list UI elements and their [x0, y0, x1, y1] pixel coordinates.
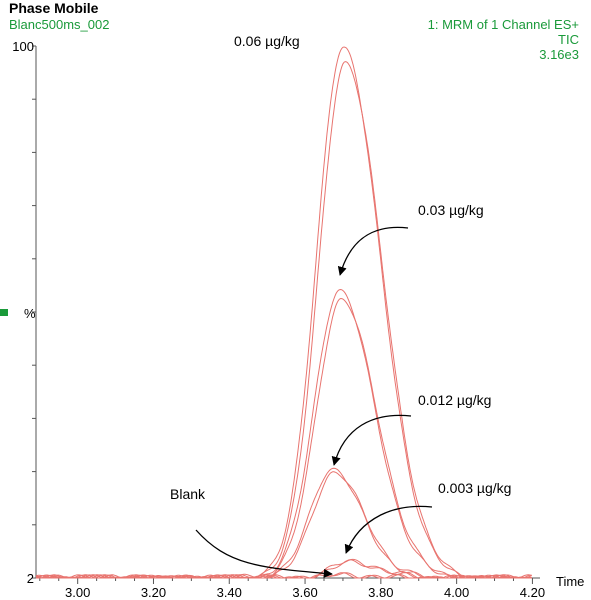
y-tick-label-2: 2: [27, 571, 34, 586]
y-axis-label: %: [24, 306, 36, 321]
arrow-0-03: [337, 226, 409, 276]
page-title: Phase Mobile: [9, 0, 99, 16]
series-line: [36, 61, 532, 579]
arrow-0-012: [331, 414, 412, 466]
traces: [35, 46, 532, 579]
annotation-0-06: 0.06 µg/kg: [234, 33, 300, 49]
x-tick-label: 3.00: [65, 585, 90, 600]
x-tick-label: 3.40: [217, 585, 242, 600]
series-line: [35, 46, 532, 579]
x-ticks: [39, 578, 533, 584]
annotation-0-03: 0.03 µg/kg: [418, 202, 484, 218]
annotation-0-012: 0.012 µg/kg: [418, 392, 491, 408]
scale-label: 3.16e3: [539, 47, 579, 62]
trace-label: TIC: [558, 32, 579, 47]
x-tick-label: 4.20: [520, 585, 545, 600]
channel-marker: [0, 309, 8, 316]
x-tick-labels: 3.00 3.20 3.40 3.60 3.80 4.00 4.20: [65, 585, 545, 600]
function-label: 1: MRM of 1 Channel ES+: [427, 17, 579, 32]
annotation-0-003: 0.003 µg/kg: [438, 480, 511, 496]
sample-name: Blanc500ms_002: [9, 17, 110, 32]
x-tick-label: 4.00: [444, 585, 469, 600]
x-tick-label: 3.60: [292, 585, 317, 600]
series-line: [36, 572, 532, 579]
arrow-0-003: [344, 505, 433, 554]
y-tick-label-100: 100: [12, 39, 34, 54]
arrow-blank: [195, 529, 333, 578]
x-tick-label: 3.80: [368, 585, 393, 600]
series-line: [36, 288, 532, 579]
x-axis-label: Time: [556, 574, 584, 589]
x-tick-label: 3.20: [141, 585, 166, 600]
annotation-blank: Blank: [170, 486, 206, 502]
y-ticks: [32, 45, 36, 579]
